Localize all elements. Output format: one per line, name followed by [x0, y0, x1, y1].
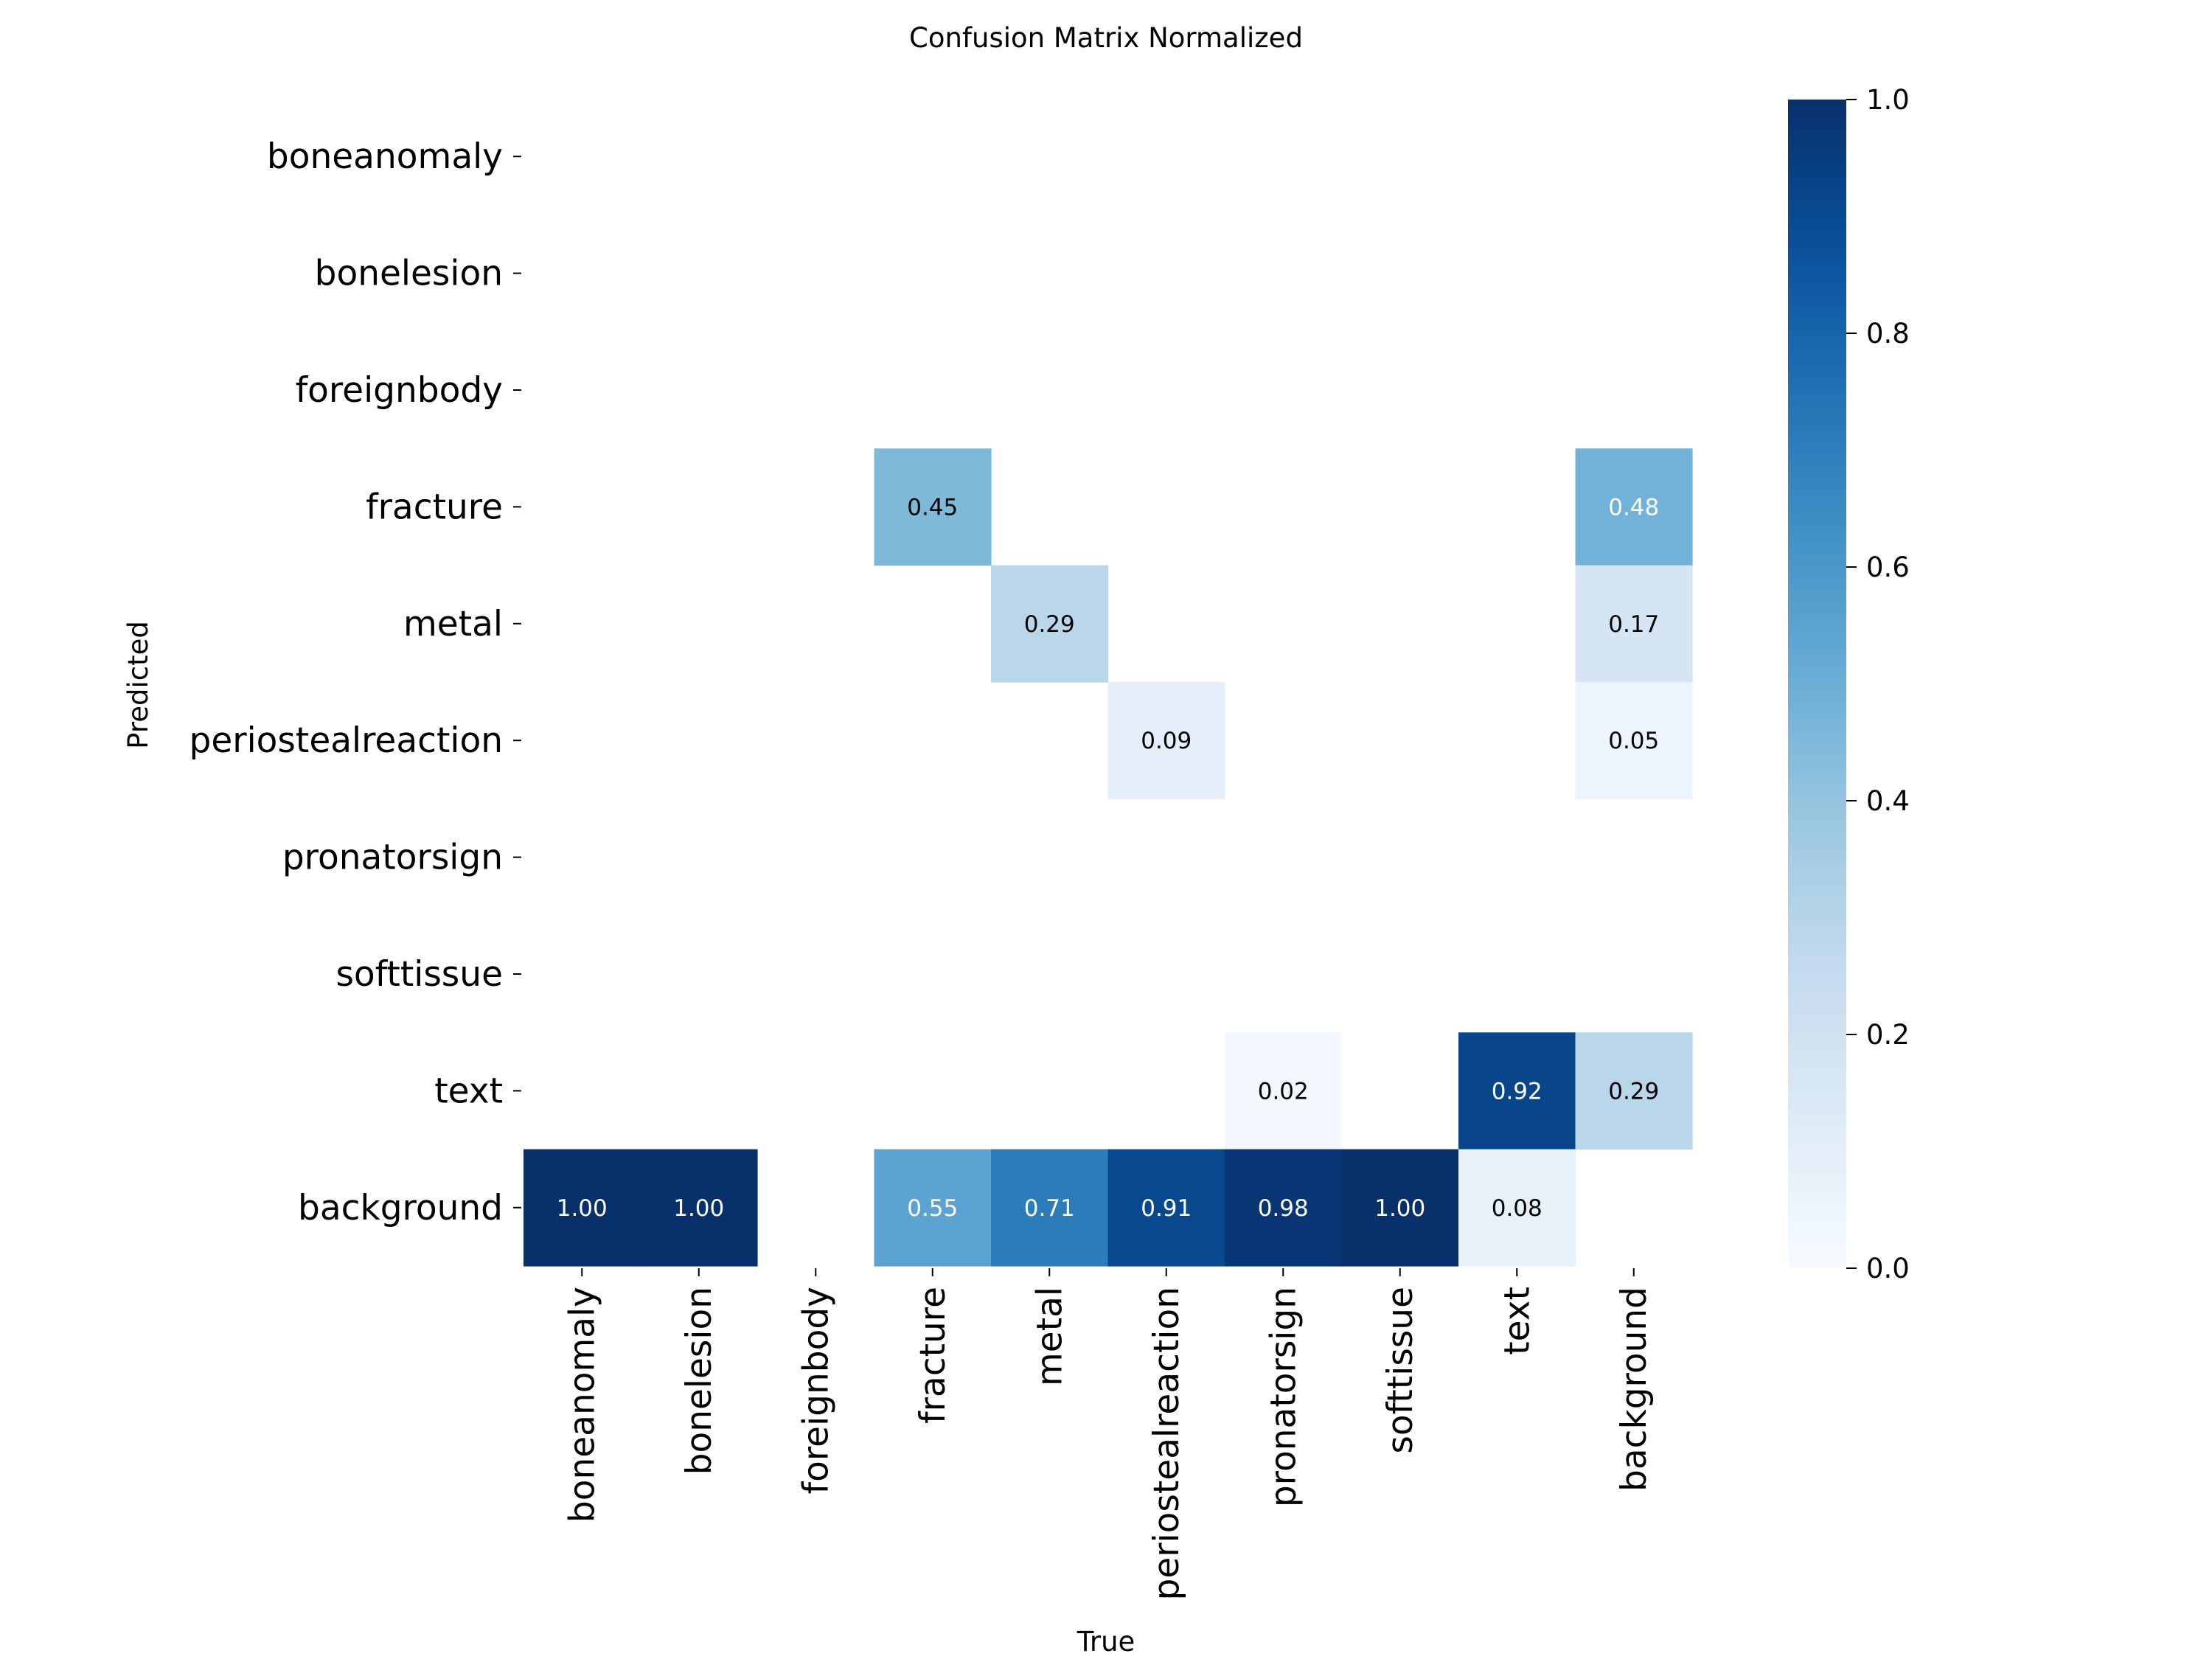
colorbar-tick-label: 0.8	[1866, 318, 1910, 349]
cell-value-label: 0.71	[1024, 1195, 1075, 1222]
y-tick-label: bonelesion	[315, 254, 503, 294]
x-tick-label: fracture	[913, 1287, 953, 1424]
colorbar-tick-label: 0.0	[1866, 1253, 1910, 1284]
y-tick-label: periostealreaction	[189, 720, 503, 761]
cell-value-label: 0.17	[1608, 611, 1659, 638]
heatmap-cell	[1107, 1149, 1225, 1267]
heatmap-cell	[1575, 448, 1693, 566]
x-tick-label: background	[1614, 1287, 1655, 1492]
y-tick-label: boneanomaly	[267, 136, 503, 177]
heatmap-cell	[1458, 1149, 1576, 1267]
x-axis-ticks: boneanomaly bonelesion foreignbody fracture…	[562, 1268, 1655, 1600]
y-tick-label: background	[298, 1188, 503, 1228]
y-tick-label: fracture	[366, 487, 503, 527]
colorbar-tick-label: 0.6	[1866, 552, 1910, 583]
heatmap-cell	[1575, 1032, 1693, 1150]
cell-value-label: 0.29	[1608, 1078, 1659, 1105]
cell-value-label: 0.05	[1608, 728, 1659, 754]
x-tick-label: bonelesion	[679, 1287, 720, 1475]
cell-value-label: 0.92	[1492, 1078, 1543, 1105]
x-tick-label: metal	[1029, 1287, 1070, 1386]
chart-title: Confusion Matrix Normalized	[909, 22, 1303, 54]
cell-value-label: 1.00	[673, 1195, 724, 1222]
x-axis-label: True	[1077, 1626, 1135, 1658]
heatmap-cell	[1341, 1149, 1459, 1267]
heatmap-cell	[1107, 682, 1225, 799]
colorbar-gradient	[1788, 100, 1846, 1268]
heatmap-cell	[1225, 1032, 1343, 1150]
heatmap-cell	[874, 448, 992, 566]
y-tick-label: pronatorsign	[282, 838, 503, 878]
colorbar-tick-label: 0.2	[1866, 1019, 1910, 1051]
y-tick-label: foreignbody	[296, 370, 503, 411]
colorbar: 0.0 0.2 0.4 0.6 0.8 1.0	[1788, 84, 1910, 1284]
cell-value-label: 0.29	[1024, 611, 1075, 638]
y-tick-label: softtissue	[335, 954, 503, 995]
heatmap-cell	[874, 1149, 992, 1267]
heatmap-cell	[640, 1149, 758, 1267]
cell-value-label: 0.02	[1258, 1078, 1309, 1105]
colorbar-tick-label: 0.4	[1866, 785, 1910, 817]
heatmap-cell	[991, 565, 1109, 683]
cell-value-label: 0.08	[1492, 1195, 1543, 1222]
heatmap-cell	[1575, 565, 1693, 683]
x-tick-label: periostealreaction	[1147, 1287, 1187, 1600]
cell-value-label: 0.45	[907, 494, 958, 521]
x-tick-label: text	[1497, 1287, 1537, 1355]
y-axis-label: Predicted	[122, 621, 154, 749]
x-tick-label: softtissue	[1380, 1287, 1421, 1454]
heatmap-cells	[524, 448, 1693, 1267]
y-axis-ticks: boneanomaly bonelesion foreignbody fracture…	[189, 136, 521, 1228]
cell-value-label: 1.00	[557, 1195, 608, 1222]
x-tick-label: pronatorsign	[1263, 1287, 1304, 1507]
cell-value-label: 0.48	[1608, 494, 1659, 521]
y-tick-label: text	[434, 1071, 503, 1111]
colorbar-tick-label: 1.0	[1866, 84, 1910, 116]
heatmap-cell-labels: 0.45 0.48 0.29 0.17 0.09 0.05 0.02 0.92 0.29 1.00…	[557, 494, 1660, 1221]
cell-value-label: 0.91	[1141, 1195, 1192, 1222]
heatmap-cell	[524, 1149, 641, 1267]
heatmap-cell	[1458, 1032, 1576, 1150]
y-tick-label: metal	[403, 604, 503, 644]
cell-value-label: 0.09	[1141, 728, 1192, 754]
cell-value-label: 0.55	[907, 1195, 958, 1222]
x-tick-label: boneanomaly	[562, 1287, 602, 1523]
x-tick-label: foreignbody	[796, 1287, 836, 1494]
heatmap-cell	[1575, 682, 1693, 799]
cell-value-label: 1.00	[1374, 1195, 1425, 1222]
cell-value-label: 0.98	[1258, 1195, 1309, 1222]
heatmap-cell	[991, 1149, 1109, 1267]
heatmap-cell	[1225, 1149, 1343, 1267]
